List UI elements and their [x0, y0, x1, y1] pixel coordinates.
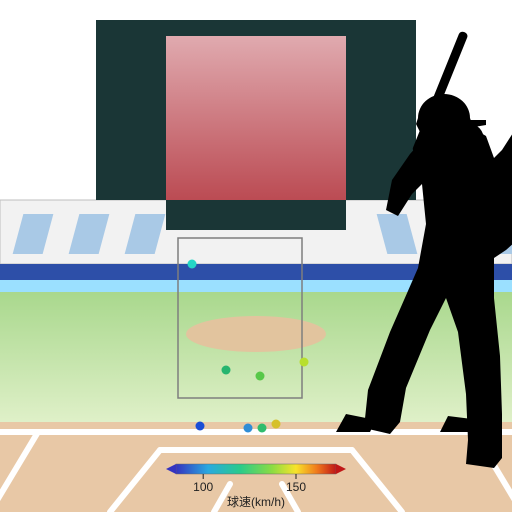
- colorbar-tick-label: 150: [286, 480, 306, 494]
- pitch-chart: 100 150球速(km/h): [0, 0, 512, 512]
- pitch-point: [196, 422, 205, 431]
- colorbar-tick-label: 100: [193, 480, 213, 494]
- pitch-point: [222, 366, 231, 375]
- pitch-point: [258, 424, 267, 433]
- pitch-point: [300, 358, 309, 367]
- colorbar-label: 球速(km/h): [227, 495, 285, 509]
- pitch-point: [272, 420, 281, 429]
- pitch-point: [244, 424, 253, 433]
- pitch-point: [188, 260, 197, 269]
- mound: [186, 316, 326, 352]
- pitch-point: [256, 372, 265, 381]
- chart-svg: 100 150球速(km/h): [0, 0, 512, 512]
- hands: [456, 124, 484, 156]
- colorbar: [176, 464, 336, 474]
- scoreboard-screen: [166, 36, 346, 200]
- scoreboard-foot: [166, 200, 346, 230]
